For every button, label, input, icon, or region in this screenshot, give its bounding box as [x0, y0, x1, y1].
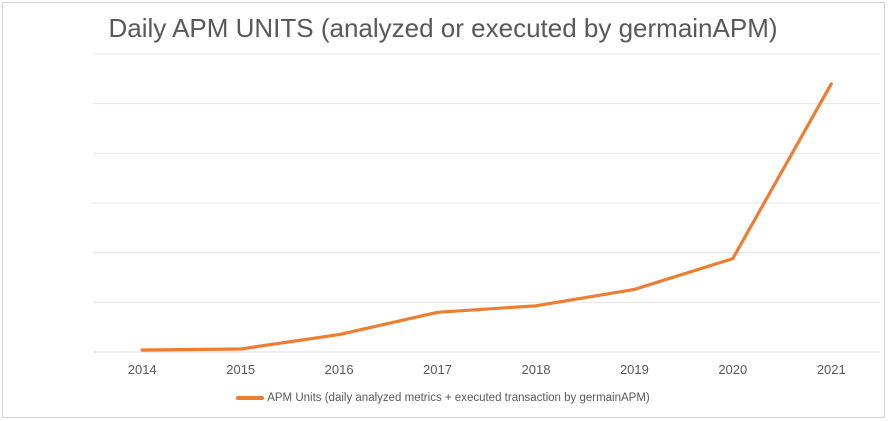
series-line-apm-units: [140, 82, 833, 352]
x-axis-label: 2018: [522, 362, 551, 377]
legend-label: APM Units (daily analyzed metrics + exec…: [267, 392, 650, 404]
x-axis-label: 2014: [128, 362, 157, 377]
x-axis-label: 2016: [325, 362, 354, 377]
x-axis-label: 2019: [620, 362, 649, 377]
x-axis-label: 2021: [817, 362, 846, 377]
x-axis-label: 2017: [423, 362, 452, 377]
legend: APM Units (daily analyzed metrics + exec…: [0, 392, 886, 404]
legend-line-swatch: [236, 396, 265, 400]
x-axis-label: 2020: [718, 362, 747, 377]
x-axis-label: 2015: [226, 362, 255, 377]
chart-title: Daily APM UNITS (analyzed or executed by…: [108, 13, 778, 43]
